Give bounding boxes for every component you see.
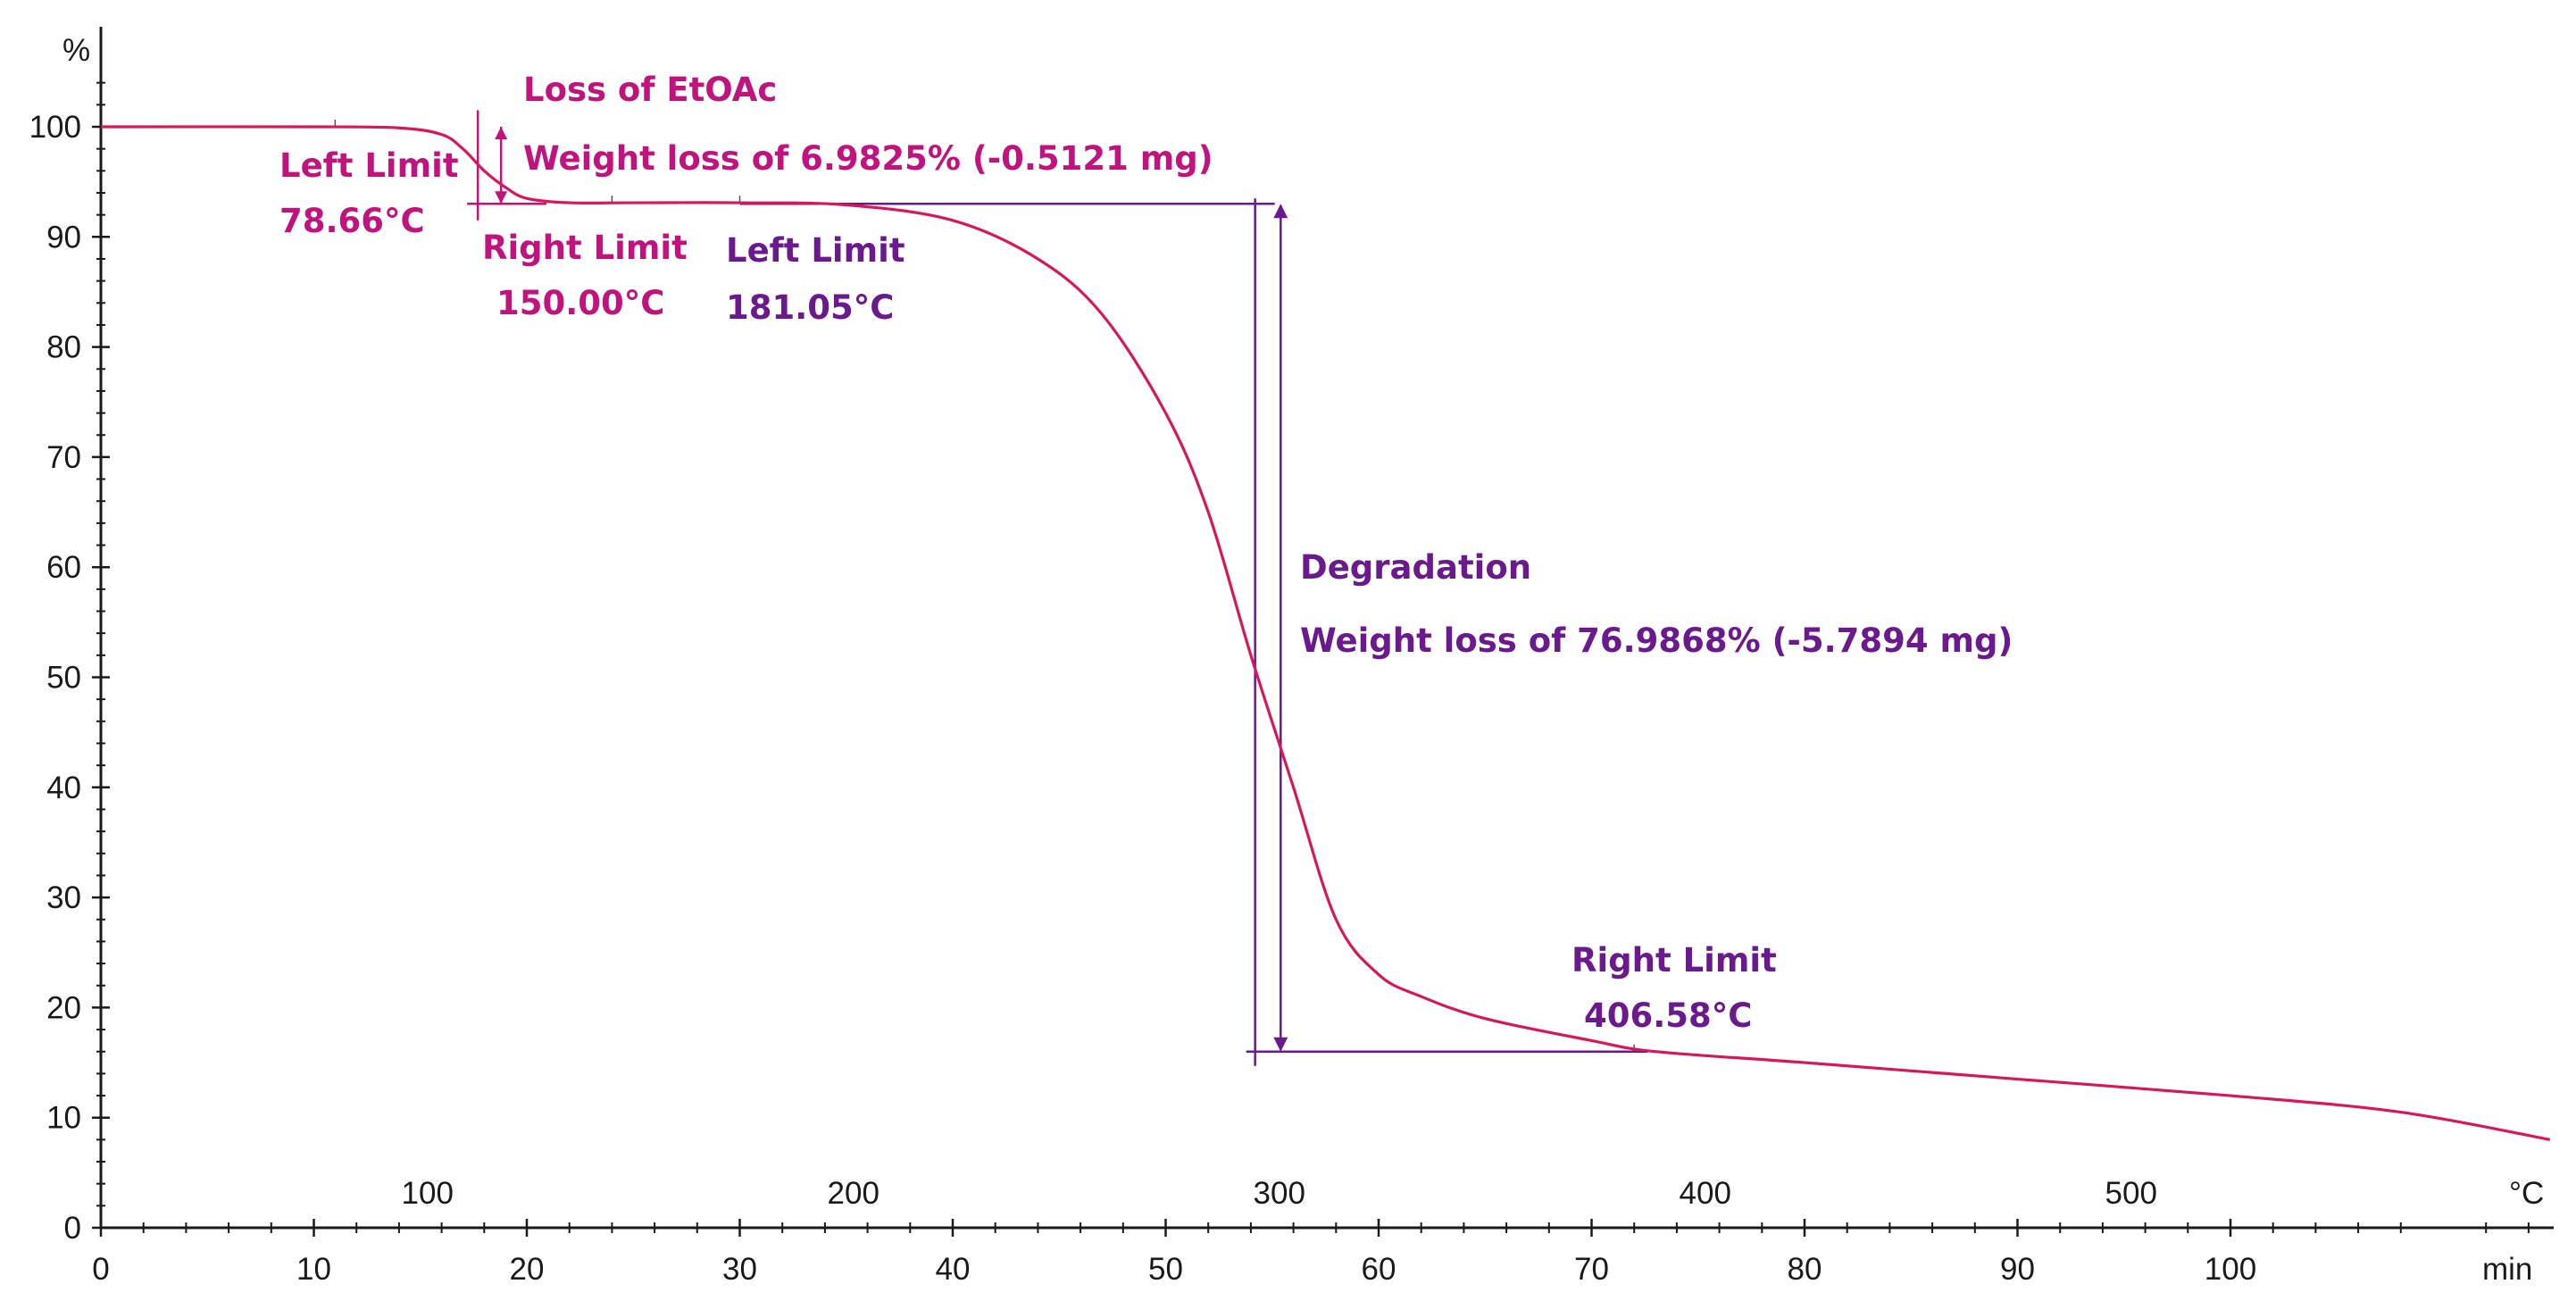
x-tick-label: 70 — [1574, 1252, 1609, 1287]
axes: 0 10 20 30 40 50 60 70 80 90 100 0 10 20 30 40 50 60 70 80 9… — [29, 27, 2554, 1287]
x-axis-temp-unit-label: °C — [2509, 1176, 2544, 1211]
etoac-right-limit-value: 150.00°C — [496, 284, 664, 322]
x-tick-label: 50 — [1148, 1252, 1183, 1287]
temp-tick-label: 200 — [828, 1176, 880, 1211]
temp-tick-label: 500 — [2105, 1176, 2157, 1211]
y-axis-unit-label: % — [63, 33, 90, 68]
x-tick-label: 80 — [1788, 1252, 1822, 1287]
x-tick-label: 60 — [1362, 1252, 1396, 1287]
deg-left-limit-label: Left Limit — [726, 231, 905, 270]
y-tick-label: 90 — [46, 220, 81, 254]
etoac-left-limit-value: 78.66°C — [279, 202, 425, 240]
deg-left-limit-value: 181.05°C — [726, 288, 894, 327]
deg-weight-label: Weight loss of 76.9868% (-5.7894 mg) — [1300, 621, 2013, 660]
x-axis-time-unit-label: min — [2482, 1252, 2532, 1287]
etoac-right-limit-label: Right Limit — [482, 229, 688, 267]
y-tick-label: 70 — [46, 440, 81, 475]
deg-arrow-head-down — [1273, 1037, 1288, 1052]
y-tick-label: 40 — [46, 771, 81, 805]
x-tick-label: 40 — [936, 1252, 971, 1287]
etoac-weight-label: Weight loss of 6.9825% (-0.5121 mg) — [523, 139, 1213, 178]
deg-right-limit-value: 406.58°C — [1584, 996, 1752, 1035]
x-tick-label: 30 — [722, 1252, 757, 1287]
x-tick-label: 0 — [92, 1252, 109, 1287]
etoac-arrow-head-down — [495, 191, 508, 204]
y-tick-label: 20 — [46, 990, 81, 1025]
y-tick-label: 30 — [46, 880, 81, 915]
y-tick-label: 80 — [46, 330, 81, 365]
y-tick-label: 0 — [64, 1211, 81, 1246]
etoac-left-limit-label: Left Limit — [279, 146, 459, 185]
x-tick-label: 90 — [2000, 1252, 2035, 1287]
series-layer — [100, 125, 2551, 1141]
deg-right-limit-label: Right Limit — [1571, 941, 1777, 980]
deg-title-label: Degradation — [1300, 548, 1531, 587]
temp-tick-label: 100 — [402, 1176, 454, 1211]
y-tick-label: 60 — [46, 550, 81, 585]
x-tick-label: 10 — [296, 1252, 331, 1287]
deg-arrow-head-up — [1273, 204, 1288, 219]
y-tick-label: 50 — [46, 661, 81, 696]
etoac-title-label: Loss of EtOAc — [523, 71, 777, 109]
y-tick-label: 10 — [46, 1101, 81, 1136]
temp-tick-label: 400 — [1680, 1176, 1731, 1211]
y-tick-label: 100 — [29, 110, 81, 145]
series-line-tga-weight — [100, 125, 2551, 1141]
x-tick-label: 100 — [2205, 1252, 2256, 1287]
temp-tick-label: 300 — [1254, 1176, 1305, 1211]
etoac-arrow-head-up — [495, 127, 508, 139]
x-tick-label: 20 — [510, 1252, 545, 1287]
